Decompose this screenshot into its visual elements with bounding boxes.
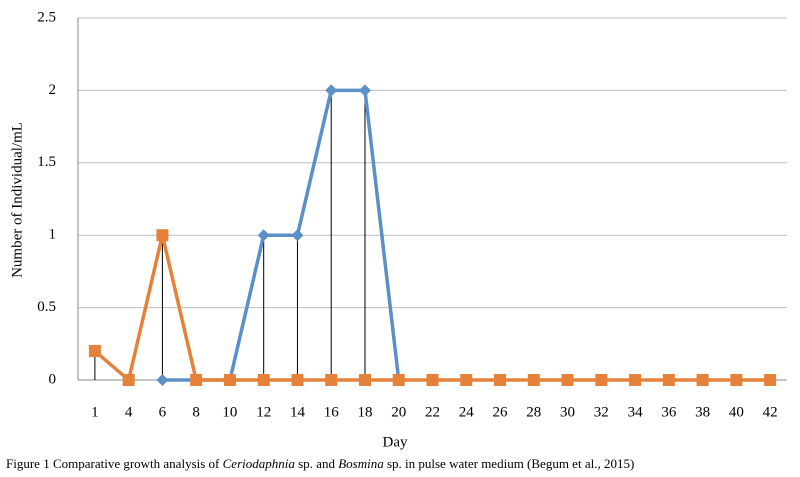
marker [291, 374, 304, 386]
marker [460, 374, 473, 386]
caption-part: sp. in pulse water medium (Begum et al.,… [384, 456, 635, 471]
x-tick-label: 20 [391, 404, 406, 420]
x-tick-label: 1 [91, 404, 99, 420]
caption-part: Ceriodaphnia [223, 456, 296, 471]
marker [358, 374, 371, 386]
x-tick-label: 12 [256, 404, 271, 420]
x-tick-label: 30 [560, 404, 575, 420]
x-tick-label: 18 [357, 404, 372, 420]
marker [88, 345, 101, 358]
marker [696, 374, 709, 386]
x-axis-label: Day [383, 434, 408, 450]
x-tick-label: 42 [763, 404, 778, 420]
marker [291, 229, 304, 242]
caption-part: Bosmina [338, 456, 384, 471]
x-tick-label: 38 [695, 404, 710, 420]
marker [426, 374, 439, 386]
marker [257, 229, 270, 242]
marker [730, 374, 743, 386]
x-tick-label: 36 [661, 404, 677, 420]
y-tick-label: 0.5 [37, 299, 56, 315]
y-tick-label: 0 [49, 371, 57, 387]
x-tick-label: 40 [729, 404, 744, 420]
x-tick-label: 4 [125, 404, 133, 420]
marker [223, 374, 236, 386]
marker [156, 229, 169, 242]
x-tick-label: 32 [594, 404, 609, 420]
marker [257, 374, 270, 386]
y-axis-label: Number of Individual/mL [9, 122, 25, 278]
marker [595, 374, 608, 386]
x-tick-label: 34 [628, 404, 644, 420]
x-tick-label: 6 [159, 404, 167, 420]
y-tick-label: 1 [49, 227, 57, 243]
y-tick-label: 2.5 [37, 9, 56, 25]
marker [764, 374, 777, 386]
x-tick-label: 24 [459, 404, 475, 420]
marker [325, 84, 338, 97]
marker [494, 374, 507, 386]
marker [662, 374, 675, 386]
marker [156, 374, 169, 386]
caption-part: sp. and [295, 456, 338, 471]
caption: Figure 1 Comparative growth analysis of … [6, 456, 634, 471]
y-tick-label: 1.5 [37, 154, 56, 170]
marker [629, 374, 642, 386]
x-tick-label: 14 [290, 404, 306, 420]
marker [392, 374, 405, 386]
marker [325, 374, 338, 386]
marker [561, 374, 574, 386]
marker [122, 374, 135, 386]
x-tick-label: 16 [324, 404, 340, 420]
y-tick-label: 2 [49, 82, 57, 98]
x-tick-label: 28 [526, 404, 541, 420]
x-tick-label: 8 [192, 404, 200, 420]
marker [527, 374, 540, 386]
x-tick-label: 10 [222, 404, 237, 420]
x-tick-label: 26 [493, 404, 509, 420]
caption-part: Figure 1 Comparative growth analysis of [6, 456, 223, 471]
x-tick-label: 22 [425, 404, 440, 420]
marker [358, 84, 371, 97]
marker [190, 374, 203, 386]
